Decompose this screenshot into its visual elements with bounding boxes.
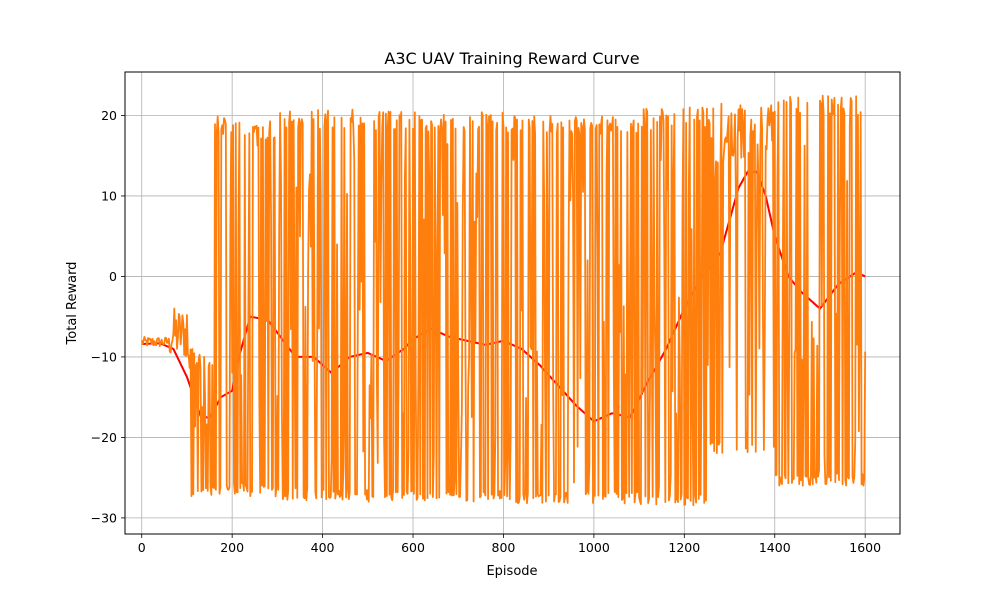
y-tick-label: −30 bbox=[91, 510, 117, 525]
chart-title: A3C UAV Training Reward Curve bbox=[384, 49, 639, 68]
x-tick-label: 1400 bbox=[759, 540, 791, 555]
x-tick-label: 400 bbox=[311, 540, 335, 555]
y-tick-label: −10 bbox=[91, 349, 117, 364]
y-axis-ticks: −30 −20 −10 0 10 20 bbox=[91, 108, 125, 525]
x-tick-label: 0 bbox=[138, 540, 146, 555]
y-tick-label: 10 bbox=[101, 188, 117, 203]
series-layer bbox=[140, 94, 867, 507]
x-tick-label: 1000 bbox=[578, 540, 610, 555]
y-tick-label: 20 bbox=[101, 108, 117, 123]
y-tick-label: 0 bbox=[109, 269, 117, 284]
x-tick-label: 800 bbox=[492, 540, 516, 555]
x-axis-ticks: 0 200 400 600 800 1000 1200 1400 1600 bbox=[138, 534, 881, 555]
x-tick-label: 600 bbox=[401, 540, 425, 555]
y-tick-label: −20 bbox=[91, 430, 117, 445]
x-tick-label: 200 bbox=[220, 540, 244, 555]
x-tick-label: 1200 bbox=[668, 540, 700, 555]
x-tick-label: 1600 bbox=[849, 540, 881, 555]
raw-reward-line bbox=[140, 94, 867, 507]
y-axis-label: Total Reward bbox=[65, 262, 80, 346]
axes-frame bbox=[124, 71, 901, 535]
x-axis-label: Episode bbox=[486, 564, 537, 579]
